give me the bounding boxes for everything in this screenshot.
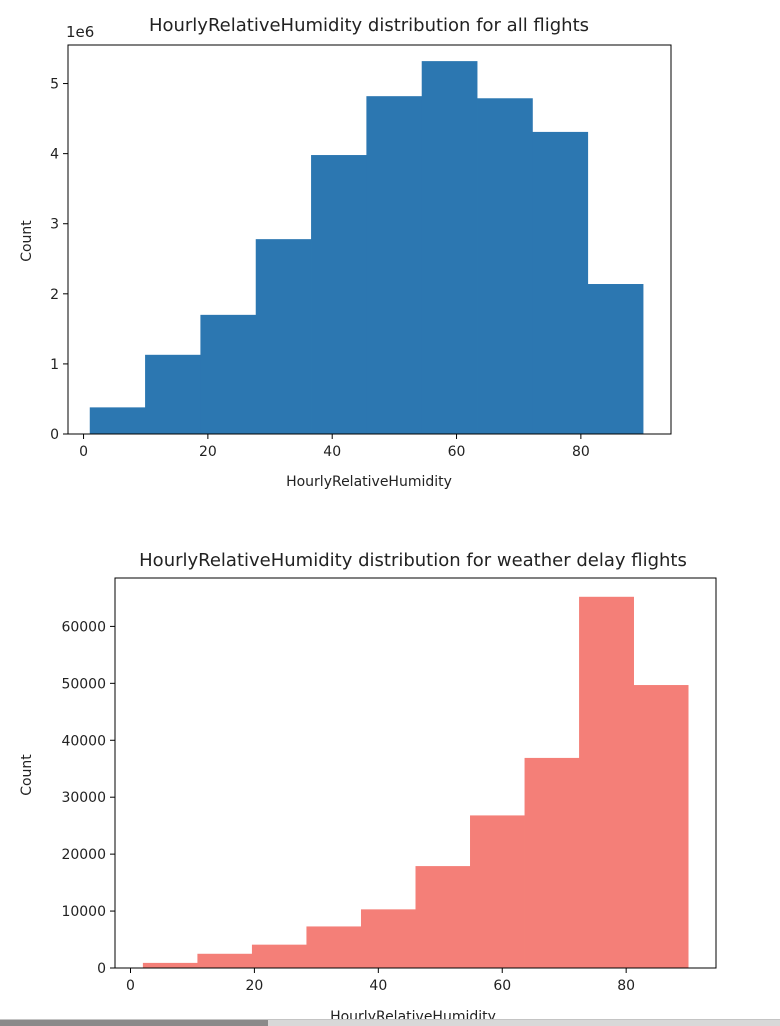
y-tick-label: 60000 <box>61 619 106 635</box>
y-tick-label: 1 <box>50 357 59 373</box>
scrollbar-thumb[interactable] <box>0 1020 268 1026</box>
y-tick-label: 3 <box>50 217 59 233</box>
y-tick-label: 20000 <box>61 847 106 863</box>
histogram-bar <box>633 685 689 968</box>
histogram-bar <box>421 61 478 435</box>
histogram-bar <box>255 239 312 434</box>
histogram-bar <box>251 944 307 968</box>
histogram-bar <box>89 407 146 434</box>
y-axis-label: Count <box>19 754 35 796</box>
histogram-bar <box>142 962 198 968</box>
histogram-bar <box>311 155 367 435</box>
x-tick-label: 0 <box>79 444 88 460</box>
histogram-bar <box>360 909 416 968</box>
y-tick-label: 4 <box>50 147 59 163</box>
plot-frame <box>114 577 717 969</box>
histogram-bar <box>587 284 644 434</box>
histogram-bar <box>532 131 589 434</box>
y-tick-label: 40000 <box>61 733 106 749</box>
histogram-bar <box>477 98 533 435</box>
x-tick-label: 80 <box>572 444 590 460</box>
x-axis-label: HourlyRelativeHumidity <box>286 474 452 490</box>
y-tick-label: 5 <box>50 77 59 93</box>
histogram-bar <box>415 866 471 968</box>
y-tick-label: 0 <box>50 427 59 443</box>
x-tick-label: 20 <box>199 444 217 460</box>
chart-title: HourlyRelativeHumidity distribution for … <box>139 550 687 571</box>
y-tick-label: 50000 <box>61 676 106 692</box>
histogram-bar <box>524 757 580 968</box>
y-tick-label: 30000 <box>61 790 106 806</box>
chart-all-flights: HourlyRelativeHumidity distribution for … <box>19 15 672 490</box>
y-tick-label: 0 <box>97 961 106 977</box>
y-axis-label: Count <box>19 220 35 262</box>
histogram-bar <box>470 815 525 968</box>
histogram-bar <box>579 596 634 968</box>
x-tick-label: 60 <box>448 444 466 460</box>
histogram-bar <box>200 314 257 434</box>
horizontal-scrollbar[interactable] <box>0 1019 780 1026</box>
y-tick-label: 2 <box>50 287 59 303</box>
chart-title: HourlyRelativeHumidity distribution for … <box>149 15 589 36</box>
x-tick-label: 40 <box>369 978 387 994</box>
plot-frame <box>67 44 672 435</box>
histogram-bar <box>197 953 253 968</box>
chart-weather-delay-flights: HourlyRelativeHumidity distribution for … <box>19 550 717 1025</box>
x-tick-label: 0 <box>126 978 135 994</box>
x-tick-label: 40 <box>323 444 341 460</box>
histogram-bar <box>366 96 423 435</box>
x-tick-label: 20 <box>245 978 263 994</box>
histogram-bar <box>145 354 201 434</box>
y-offset-text: 1e6 <box>66 23 94 41</box>
histogram-bar <box>306 926 362 968</box>
x-tick-label: 60 <box>493 978 511 994</box>
x-tick-label: 80 <box>617 978 635 994</box>
y-tick-label: 10000 <box>61 904 106 920</box>
